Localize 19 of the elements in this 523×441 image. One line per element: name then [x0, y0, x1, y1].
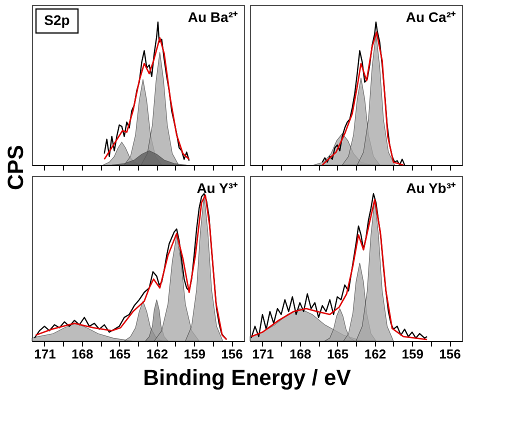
- chart-title: Au Yb³⁺: [406, 180, 456, 196]
- chart-title: Au Ba²⁺: [188, 9, 238, 25]
- x-tick-label: 168: [72, 346, 94, 362]
- x-tick-label: 162: [364, 346, 386, 362]
- x-tick-label: 168: [290, 346, 312, 362]
- x-tick-label: 156: [439, 346, 461, 362]
- x-tick-label: 165: [326, 346, 349, 362]
- x-tick-label: 165: [108, 346, 131, 362]
- y-axis-title: CPS: [3, 144, 28, 190]
- x-tick-label: 171: [34, 346, 56, 362]
- annotation: S2p: [44, 12, 70, 28]
- x-tick-label: 171: [252, 346, 274, 362]
- x-tick-label: 159: [402, 346, 424, 362]
- x-tick-label: 162: [146, 346, 168, 362]
- chart-title: Au Y³⁺: [196, 180, 238, 196]
- x-tick-label: 156: [221, 346, 243, 362]
- x-axis-title: Binding Energy / eV: [143, 365, 352, 390]
- chart-title: Au Ca²⁺: [406, 9, 456, 25]
- x-tick-label: 159: [184, 346, 206, 362]
